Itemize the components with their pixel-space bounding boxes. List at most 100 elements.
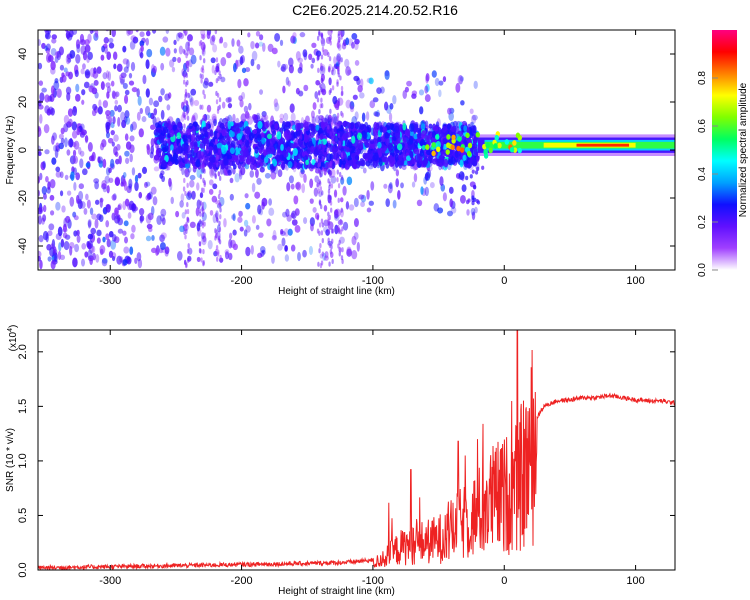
heatmap-cell — [336, 112, 340, 118]
heatmap-cell — [338, 171, 342, 178]
heatmap-cell — [198, 41, 202, 47]
heatmap-cell — [185, 100, 189, 107]
heatmap-cell — [199, 174, 203, 180]
heatmap-cell — [254, 42, 260, 49]
heatmap-cell — [310, 110, 315, 119]
heatmap-cell — [345, 201, 350, 210]
heatmap-cell — [409, 135, 414, 145]
heatmap-cell — [406, 80, 412, 87]
heatmap-cell — [72, 155, 79, 164]
heatmap-cell — [318, 200, 322, 206]
heatmap-cell — [214, 173, 217, 180]
heatmap-cell — [289, 103, 295, 113]
heatmap-cell — [341, 112, 344, 118]
heatmap-cell — [334, 209, 339, 219]
heatmap-cell — [187, 243, 190, 249]
heatmap-cell — [339, 197, 344, 203]
heatmap-cell — [188, 47, 195, 56]
heatmap-cell — [203, 168, 206, 174]
heatmap-cell — [286, 146, 291, 153]
heatmap-cell — [131, 87, 138, 93]
heatmap-cell — [83, 208, 88, 215]
heatmap-cell — [89, 257, 93, 265]
heatmap-cell — [199, 211, 202, 217]
heatmap-cell — [303, 134, 309, 143]
heatmap-cell — [320, 33, 324, 39]
heatmap-cell — [424, 94, 431, 103]
heatmap-cell — [208, 146, 213, 152]
heatmap-cell — [331, 85, 335, 91]
heatmap-cell — [119, 256, 124, 263]
heatmap-cell — [345, 37, 350, 46]
heatmap-cell — [431, 70, 437, 78]
heatmap-cell — [314, 91, 319, 99]
heatmap-cell — [127, 30, 134, 35]
heatmap-cell — [227, 103, 233, 109]
heatmap-cell — [330, 228, 334, 234]
heatmap-cell — [232, 113, 236, 124]
heatmap-cell — [209, 154, 216, 164]
heatmap-cell — [199, 140, 203, 146]
heatmap-cell — [358, 194, 365, 200]
heatmap-cell — [44, 32, 51, 40]
colorbar-tick-label: 0.2 — [697, 215, 708, 229]
heatmap-cell — [114, 176, 121, 186]
heatmap-cell — [89, 30, 94, 35]
heatmap-y-tick-label: -40 — [17, 238, 29, 254]
heatmap-cell — [98, 99, 102, 108]
heatmap-cell — [79, 158, 84, 169]
heatmap-cell — [74, 69, 79, 78]
heatmap-hotspot — [493, 143, 498, 149]
heatmap-y-tick-label: 20 — [17, 96, 29, 108]
heatmap-cell — [352, 163, 358, 170]
heatmap-cell — [73, 230, 78, 237]
heatmap-cell — [472, 125, 477, 134]
heatmap-cell — [329, 108, 332, 114]
heatmap-hotspot — [435, 134, 440, 140]
heatmap-cell — [331, 69, 334, 75]
heatmap-cell — [235, 117, 240, 125]
heatmap-cell — [57, 250, 62, 260]
heatmap-cell — [63, 241, 70, 251]
heatmap-cell — [177, 32, 183, 38]
heatmap-cell — [327, 193, 330, 200]
heatmap-cell — [65, 86, 72, 95]
heatmap-cell — [183, 73, 186, 79]
heatmap-cell — [316, 181, 319, 188]
heatmap-cell — [64, 174, 69, 181]
heatmap-cell — [380, 86, 385, 94]
heatmap-cell — [95, 199, 100, 205]
heatmap-cell — [466, 209, 470, 216]
heatmap-cell — [460, 100, 465, 106]
heatmap-cells — [38, 30, 675, 270]
heatmap-cell — [481, 165, 485, 171]
line-x-tick-label: -300 — [99, 575, 121, 587]
heatmap-cell — [84, 251, 89, 258]
heatmap-cell — [127, 212, 132, 219]
heatmap-cell — [283, 228, 290, 237]
heatmap-cell — [320, 54, 324, 60]
heatmap-cell — [121, 119, 127, 129]
heatmap-cell — [462, 154, 467, 162]
heatmap-cell — [409, 123, 415, 132]
heatmap-cell — [48, 223, 55, 231]
heatmap-cell — [113, 146, 118, 156]
heatmap-cell — [210, 57, 216, 64]
heatmap-cell — [202, 249, 205, 255]
heatmap-cell — [459, 76, 464, 82]
heatmap-cell — [248, 102, 252, 111]
heatmap-cell — [82, 63, 86, 70]
heatmap-cell — [213, 118, 217, 127]
heatmap-cell — [203, 114, 206, 120]
heatmap-cell — [189, 221, 196, 229]
heatmap-cell — [221, 101, 226, 109]
heatmap-cell — [160, 109, 165, 120]
heatmap-cell — [232, 243, 238, 251]
heatmap-cell — [316, 35, 320, 41]
heatmap-cell — [277, 169, 283, 178]
heatmap-cell — [64, 30, 69, 33]
heatmap-cell — [162, 36, 169, 43]
heatmap-cell — [373, 111, 379, 117]
heatmap-cell — [172, 124, 177, 131]
heatmap-cell — [321, 46, 325, 52]
